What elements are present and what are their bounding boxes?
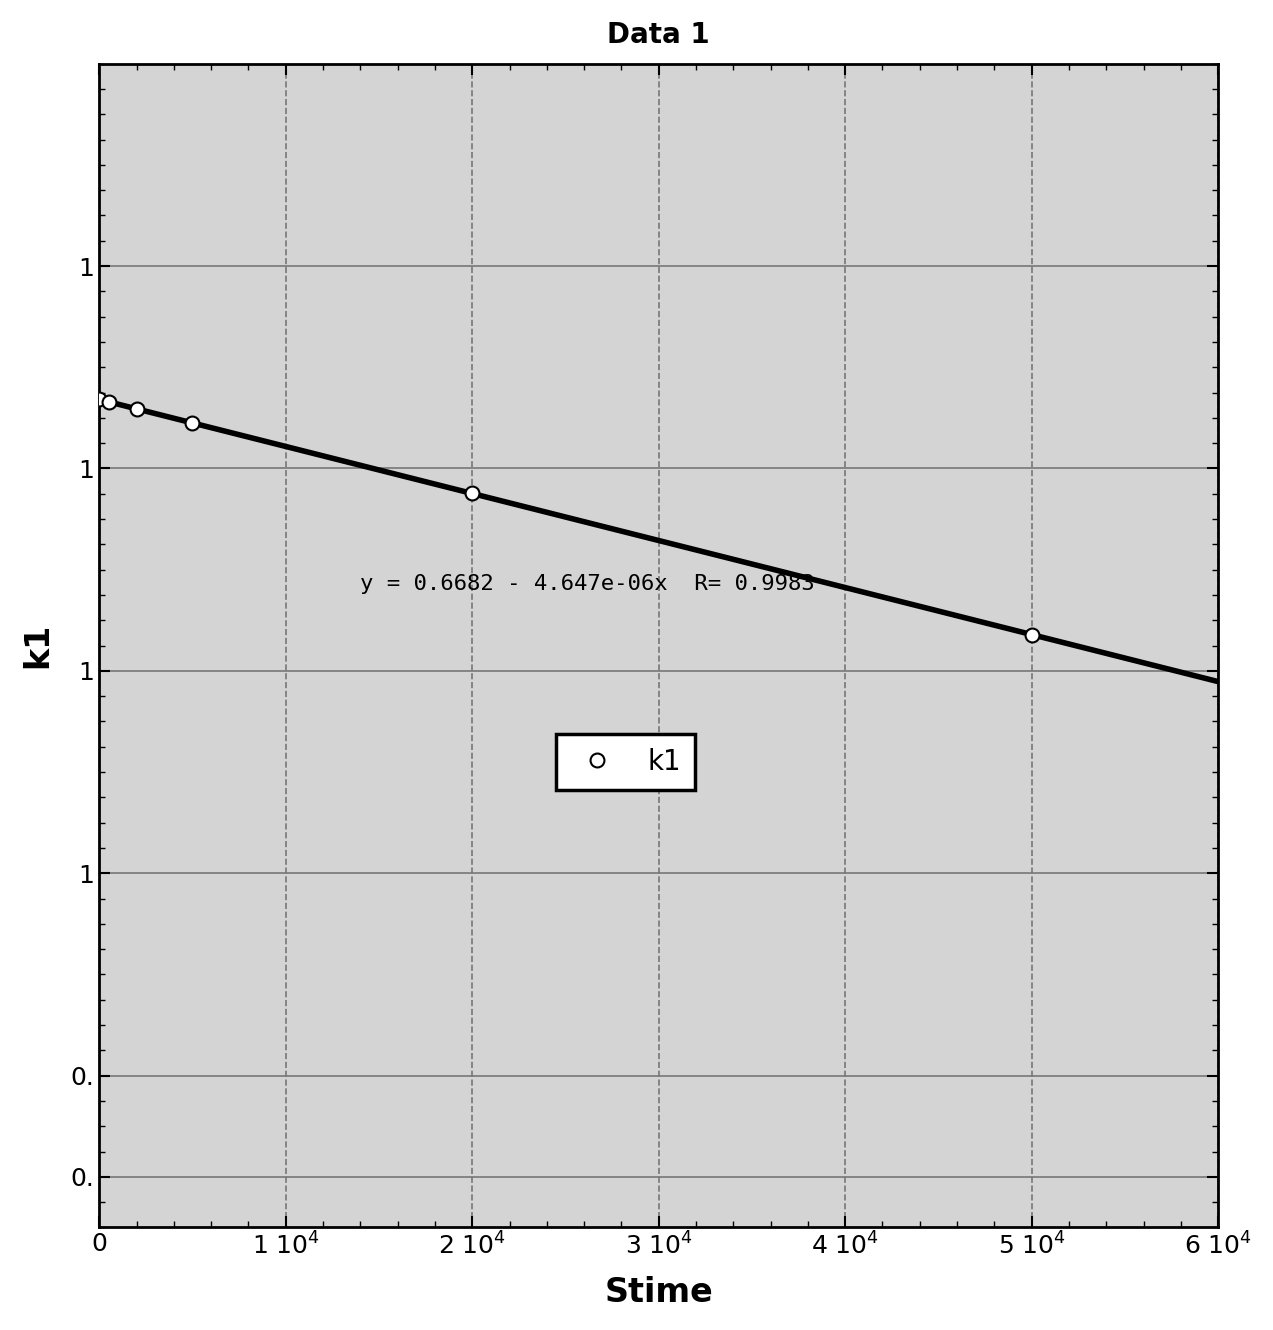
k1 xyxy=(129,400,144,416)
Legend: k1: k1 xyxy=(555,734,695,790)
X-axis label: Stime: Stime xyxy=(605,1277,713,1309)
Y-axis label: k1: k1 xyxy=(20,622,53,668)
Line: k1: k1 xyxy=(92,392,1039,641)
k1 xyxy=(465,485,480,501)
Title: Data 1: Data 1 xyxy=(607,21,710,49)
k1 xyxy=(1023,626,1039,642)
k1 xyxy=(101,394,116,410)
k1 xyxy=(185,415,200,431)
k1 xyxy=(92,391,107,407)
Text: y = 0.6682 - 4.647e-06x  R= 0.9983: y = 0.6682 - 4.647e-06x R= 0.9983 xyxy=(360,573,815,595)
